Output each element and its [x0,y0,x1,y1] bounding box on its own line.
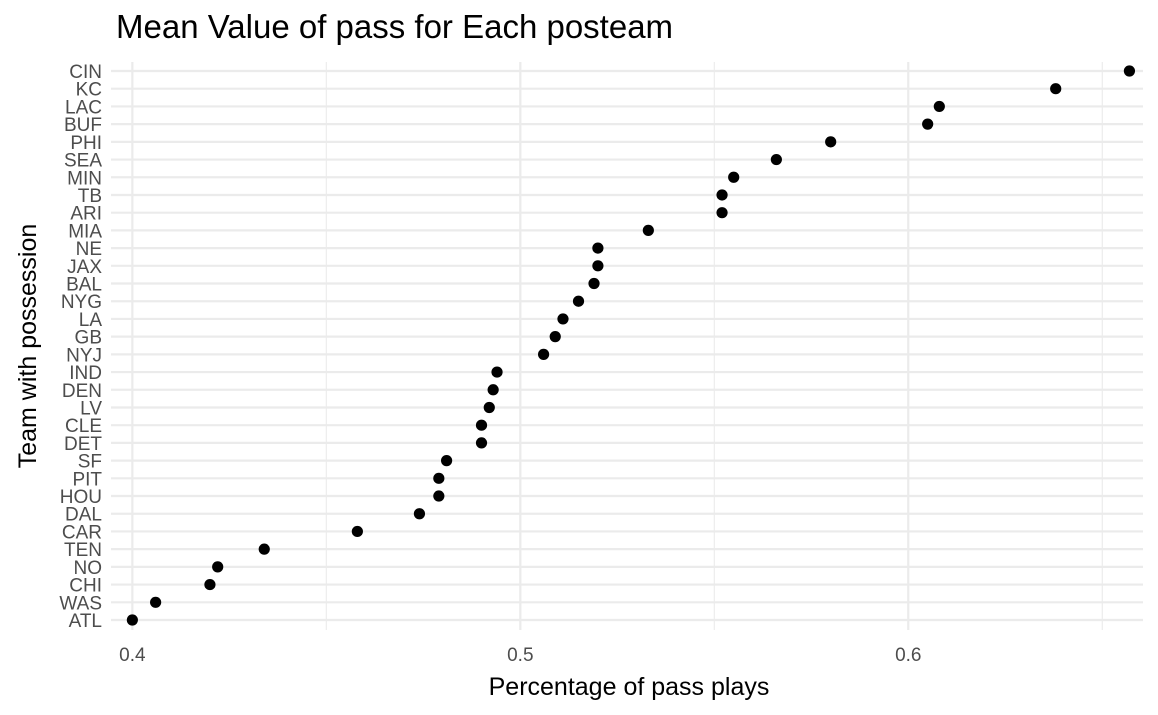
y-tick-label: WAS [59,593,102,614]
x-tick-label: 0.6 [895,645,921,666]
data-point [642,224,654,236]
x-tick-label: 0.4 [119,645,146,666]
data-point [433,472,445,484]
data-point [549,331,561,343]
data-point [716,207,728,219]
x-tick-labels: 0.4 0.5 0.6 [119,645,921,666]
y-tick-label: NE [76,239,102,260]
data-point [487,384,499,396]
data-point [588,277,600,290]
data-point [351,525,363,538]
y-tick-label: CHI [69,576,102,597]
data-point [475,437,488,449]
data-points [126,65,1136,626]
data-point [258,543,270,555]
y-tick-label: ATL [69,611,102,632]
data-point [212,561,224,573]
grid [111,62,1143,630]
x-axis-title: Percentage of pass plays [489,673,770,701]
y-tick-label: KC [76,80,102,101]
y-tick-label: NYG [61,292,102,313]
y-axis-title: Team with possession [14,224,42,469]
y-tick-label: MIA [68,221,102,242]
data-point [413,508,426,520]
y-tick-label: MIN [67,168,102,189]
data-point [1123,65,1136,77]
y-tick-label: SEA [64,151,102,172]
y-tick-label: JAX [67,257,102,278]
data-point [126,614,138,626]
data-point [728,171,740,183]
y-tick-label: SF [78,452,102,473]
y-tick-label: DAL [65,505,102,526]
y-tick-label: BAL [66,275,102,296]
data-point [491,366,503,378]
data-point [1050,83,1062,95]
data-point [592,260,604,272]
data-point [922,118,934,130]
data-point [440,455,453,467]
y-tick-label: CIN [69,62,102,83]
y-tick-label: LV [80,398,102,419]
y-tick-label: PIT [72,469,102,490]
y-tick-label: CAR [62,522,102,543]
data-point [825,136,837,148]
y-tick-label: LAC [65,97,102,118]
data-point [204,578,216,591]
data-point [557,313,569,325]
y-tick-label: BUF [64,115,102,136]
y-tick-label: DEN [62,381,102,402]
y-tick-label: ARI [70,204,102,225]
data-point [537,348,550,360]
y-tick-label: NYJ [66,345,102,366]
y-tick-label: TEN [64,540,102,561]
y-tick-label: LA [79,310,103,331]
data-point [770,153,782,166]
y-tick-label: GB [75,328,102,349]
y-tick-label: PHI [70,133,102,154]
data-point [483,401,495,414]
y-tick-label: DET [64,434,102,455]
data-point [150,596,162,608]
data-point [475,419,488,431]
data-point [592,242,604,254]
x-tick-label: 0.5 [507,645,533,666]
y-tick-label: CLE [65,416,102,437]
y-tick-labels: ATLWASCHINOTENCARDALHOUPITSFDETCLELVDENI… [59,62,102,632]
y-tick-label: NO [74,558,103,579]
chart-title: Mean Value of pass for Each posteam [116,8,673,45]
data-point [716,189,728,201]
y-tick-label: IND [69,363,102,384]
y-tick-label: TB [78,186,102,207]
data-point [433,490,445,502]
data-point [933,100,945,113]
y-tick-label: HOU [60,487,102,508]
data-point [572,295,585,307]
